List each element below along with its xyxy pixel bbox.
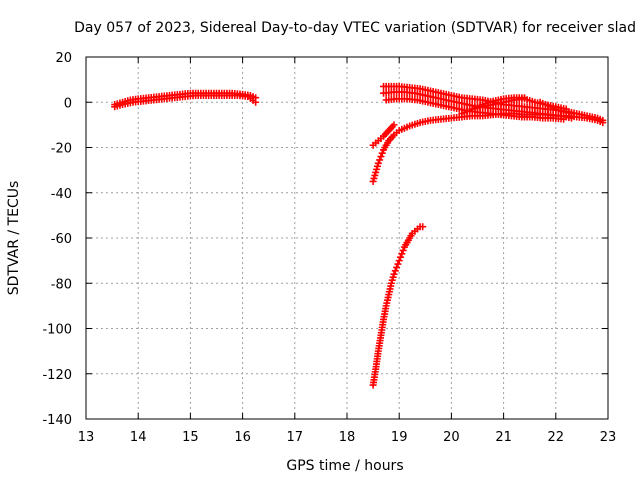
series-2 [111,91,260,111]
x-tick-label: 15 [182,430,199,445]
series-4 [369,121,398,149]
y-tick-label: 20 [55,51,72,66]
x-tick-label: 23 [600,430,617,445]
series-11 [536,98,575,118]
data-point [399,246,407,254]
data-points [111,82,607,389]
axis-ticks [85,56,609,420]
data-point [391,267,399,275]
y-tick-labels: -140 -120 -100 -80 -60 -40 -20 0 20 [42,51,72,428]
data-point [395,257,403,265]
y-tick-label: -20 [51,142,72,157]
y-tick-label: -60 [51,232,72,247]
x-tick-label: 21 [495,430,512,445]
data-point [376,156,384,164]
x-tick-label: 14 [130,430,147,445]
series-5 [369,223,427,389]
y-tick-label: -140 [42,413,72,428]
data-point [378,149,386,157]
y-tick-label: -40 [51,187,72,202]
data-point [374,159,382,167]
x-tick-label: 22 [548,430,565,445]
y-tick-label: -120 [42,368,72,383]
x-tick-label: 18 [339,430,356,445]
x-tick-label: 16 [234,430,251,445]
data-point [390,121,398,129]
x-tick-label: 20 [443,430,460,445]
data-point [599,116,607,124]
chart-title: Day 057 of 2023, Sidereal Day-to-day VTE… [74,20,636,36]
x-tick-labels: 13 14 15 16 17 18 19 20 21 22 23 [78,430,617,445]
x-tick-label: 13 [78,430,95,445]
data-point [398,250,406,258]
data-point [393,263,401,271]
data-point [560,115,568,123]
x-tick-label: 17 [287,430,304,445]
data-point [390,270,398,278]
x-tick-label: 19 [391,430,408,445]
grid-lines [86,57,608,419]
data-point [394,260,402,268]
y-tick-label: -80 [51,277,72,292]
y-tick-label: 0 [64,96,72,111]
data-point [397,253,405,261]
data-point [252,98,260,106]
y-axis-title: SDTVAR / TECUs [6,181,22,296]
data-point [377,153,385,161]
data-point [567,110,575,118]
y-tick-label: -100 [42,323,72,338]
x-axis-title: GPS time / hours [286,458,403,474]
data-point [419,223,427,231]
